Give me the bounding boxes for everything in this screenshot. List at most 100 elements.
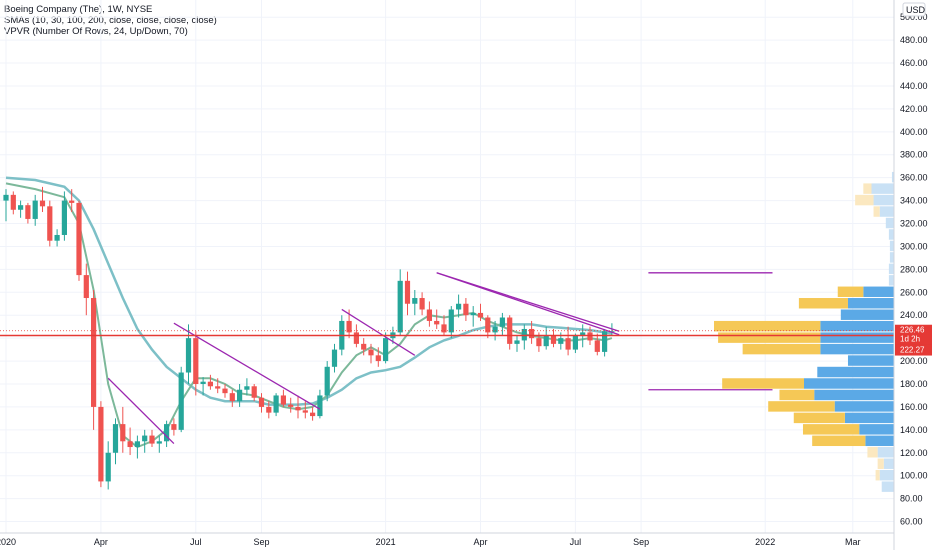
volume-profile-up-bar xyxy=(871,183,894,194)
time-tick-label: Apr xyxy=(473,537,487,547)
candle-body xyxy=(200,381,206,384)
candle-body xyxy=(98,406,104,482)
time-tick-label: 2021 xyxy=(376,537,396,547)
time-tick-label: Jul xyxy=(190,537,202,547)
candle-body xyxy=(550,335,557,344)
price-tick-label: 80.00 xyxy=(900,494,923,504)
candle-body xyxy=(258,397,265,407)
horizontal-line xyxy=(0,330,894,337)
candle-body xyxy=(178,372,184,430)
price-tick-label: 100.00 xyxy=(900,471,928,481)
candle-body xyxy=(514,340,520,344)
chart-grid xyxy=(0,0,894,533)
candle-body xyxy=(587,332,593,341)
candle-body xyxy=(375,355,381,362)
volume-profile-up-bar xyxy=(885,217,894,229)
volume-profile-up-bar xyxy=(879,206,894,217)
trendline xyxy=(173,322,321,410)
candle-body xyxy=(164,424,170,442)
candle-body xyxy=(134,441,140,448)
candle-body xyxy=(368,349,374,356)
chart-legend: Boeing Company (The), 1W, NYSE SMAs (10,… xyxy=(4,4,217,37)
volume-profile-up-bar xyxy=(891,171,894,183)
time-tick-label: 2020 xyxy=(0,537,16,547)
candle-body xyxy=(222,388,228,394)
sma-30-line xyxy=(5,176,613,406)
candle-body xyxy=(39,200,46,207)
trendline xyxy=(341,308,416,356)
candle-body xyxy=(127,441,133,448)
volume-profile-up-bar xyxy=(877,447,894,458)
candle-body xyxy=(580,332,586,336)
candle-body xyxy=(288,404,294,407)
last-price-value: 226.46 xyxy=(900,326,925,335)
volume-profile-down-bar xyxy=(722,378,804,389)
volume-profile-up-bar xyxy=(804,378,894,389)
volume-profile-down-bar xyxy=(863,183,872,194)
candle-body xyxy=(105,452,111,482)
volume-profile-down-bar xyxy=(837,286,864,298)
candle-body xyxy=(237,389,243,402)
price-tick-label: 120.00 xyxy=(900,448,928,458)
volume-profile-down-bar xyxy=(812,435,866,447)
candle-body xyxy=(25,205,31,219)
candle-body xyxy=(215,386,221,389)
candle-body xyxy=(112,424,119,453)
price-tick-label: 240.00 xyxy=(900,310,928,320)
volume-profile-up-bar xyxy=(844,412,894,424)
price-tick-label: 280.00 xyxy=(900,264,928,274)
currency-label: USD xyxy=(906,5,926,15)
volume-profile-up-bar xyxy=(883,458,894,469)
candle-body xyxy=(171,424,177,430)
price-tick-label: 460.00 xyxy=(900,58,928,68)
candle-body xyxy=(507,317,513,344)
volume-profile-down-bar xyxy=(802,424,860,435)
volume-profile-up-bar xyxy=(863,286,894,298)
legend-vpvr-indicator: VPVR (Number Of Rows, 24, Up/Down, 70) xyxy=(4,26,188,37)
price-tick-label: 400.00 xyxy=(900,127,928,137)
volume-profile-down-bar xyxy=(798,298,848,309)
candle-body xyxy=(485,317,491,333)
candle-body xyxy=(470,312,476,316)
candle-body xyxy=(448,309,454,333)
candle-body xyxy=(536,338,542,347)
candle-body xyxy=(207,381,213,387)
volume-profile-up-bar xyxy=(873,194,894,206)
candle-body xyxy=(499,317,505,327)
candle-body xyxy=(142,435,148,442)
price-tick-label: 160.00 xyxy=(900,402,928,412)
price-tick-label: 500.00 xyxy=(900,12,928,22)
candle-body xyxy=(295,406,301,411)
volume-profile-down-bar xyxy=(742,343,821,355)
candle-body xyxy=(54,234,60,241)
volume-profile-up-bar xyxy=(888,263,894,275)
legend-symbol-title: Boeing Company (The), 1W, NYSE xyxy=(4,4,153,15)
candle-body xyxy=(83,275,89,299)
candle-body xyxy=(310,412,316,417)
price-tick-label: 360.00 xyxy=(900,173,928,183)
candle-body xyxy=(61,200,67,235)
volume-profile-up-bar xyxy=(888,229,894,240)
price-tick-label: 380.00 xyxy=(900,150,928,160)
candle-body xyxy=(492,326,498,333)
trendline xyxy=(436,272,620,332)
candle-body xyxy=(317,395,323,417)
candle-body xyxy=(521,328,527,341)
candle-body xyxy=(69,200,75,203)
time-tick-label: Sep xyxy=(253,537,269,547)
candle-body xyxy=(353,332,359,344)
volume-profile-up-bar xyxy=(888,275,894,286)
volume-profile-up-bar xyxy=(847,298,894,309)
candle-body xyxy=(229,393,235,402)
candle-body xyxy=(477,312,484,318)
line-price-value: 222.27 xyxy=(900,346,925,355)
candle-body xyxy=(18,205,24,210)
volume-profile-down-bar xyxy=(779,389,815,401)
candle-body xyxy=(434,320,440,325)
candle-body xyxy=(266,406,272,413)
volume-profile-up-bar xyxy=(847,355,894,366)
candle-body xyxy=(383,338,389,362)
candle-body xyxy=(594,340,600,352)
candle-body xyxy=(456,303,462,310)
